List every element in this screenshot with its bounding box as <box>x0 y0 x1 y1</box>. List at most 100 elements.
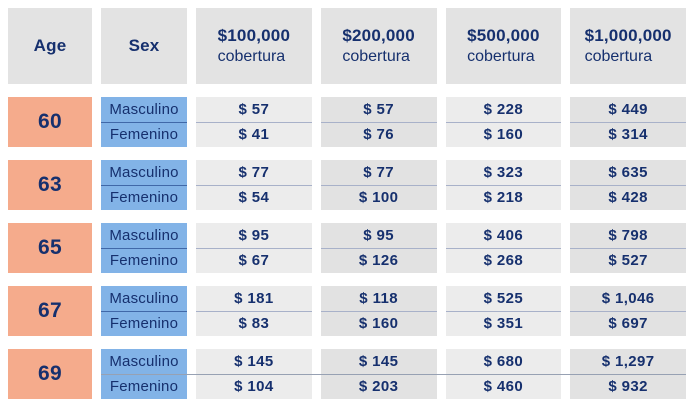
rate-cell-65-200k: $ 95 $ 126 <box>320 223 437 274</box>
rate-cell-60-1m: $ 449 $ 314 <box>570 97 686 147</box>
rate-female: $ 218 <box>445 184 562 211</box>
coverage-200k-header: $200,000 cobertura <box>320 8 437 84</box>
sex-cell: Masculino Femenino <box>101 160 187 210</box>
coverage-label: cobertura <box>467 47 535 65</box>
age-column-header: Age <box>8 8 92 84</box>
rate-male: $ 77 <box>363 163 395 181</box>
sex-female-label: Femenino <box>101 184 187 211</box>
age-cell-67: 67 <box>8 286 92 336</box>
rate-cell-65-1m: $ 798 $ 527 <box>570 223 686 273</box>
rate-cell-60-100k: $ 57 $ 41 <box>196 97 312 147</box>
sex-cell: Masculino Femenino <box>101 97 187 147</box>
rate-male: $ 57 <box>363 100 395 118</box>
sex-cell: Masculino Femenino <box>101 286 187 336</box>
rate-cell-65-500k: $ 406 $ 268 <box>445 223 562 274</box>
sex-female-label: Femenino <box>101 310 187 337</box>
rate-male: $ 145 <box>358 352 399 370</box>
rate-female: $ 697 <box>570 310 686 337</box>
age-cell-69: 69 <box>8 349 92 399</box>
coverage-amount: $500,000 <box>467 26 540 46</box>
rate-female: $ 460 <box>445 373 562 400</box>
sex-cell: Masculino Femenino <box>101 349 187 399</box>
rate-cell-69-500k: $ 680 $ 460 <box>445 349 562 400</box>
sex-male-label: Masculino <box>109 226 179 244</box>
rate-cell-67-200k: $ 118 $ 160 <box>320 286 437 337</box>
coverage-amount: $100,000 <box>217 26 291 46</box>
sex-male-label: Masculino <box>109 352 179 370</box>
rate-male: $ 95 <box>238 226 270 244</box>
rate-male: $ 323 <box>483 163 524 181</box>
rate-male: $ 77 <box>238 163 270 181</box>
rate-female: $ 160 <box>320 310 437 337</box>
rate-female: $ 76 <box>320 121 437 148</box>
rate-male: $ 118 <box>359 289 398 307</box>
rate-male: $ 1,046 <box>601 289 655 307</box>
rate-male: $ 680 <box>483 352 524 370</box>
rate-male: $ 798 <box>608 226 648 244</box>
rate-female: $ 527 <box>570 247 686 274</box>
age-cell-65: 65 <box>8 223 92 273</box>
rates-grid: Age Sex $100,000 cobertura $200,000 cobe… <box>8 8 686 400</box>
rate-male: $ 1,297 <box>601 352 655 370</box>
rate-cell-63-100k: $ 77 $ 54 <box>196 160 312 210</box>
rate-cell-60-500k: $ 228 $ 160 <box>445 97 562 148</box>
rate-male: $ 635 <box>608 163 648 181</box>
rate-male: $ 145 <box>234 352 274 370</box>
rate-male: $ 406 <box>483 226 524 244</box>
coverage-amount: $200,000 <box>342 26 415 46</box>
rate-female: $ 351 <box>445 310 562 337</box>
rate-cell-69-200k: $ 145 $ 203 <box>320 349 437 400</box>
sex-female-label: Femenino <box>101 247 187 274</box>
rate-female: $ 428 <box>570 184 686 211</box>
age-cell-60: 60 <box>8 97 92 147</box>
rate-female: $ 67 <box>196 247 312 274</box>
rate-cell-67-100k: $ 181 $ 83 <box>196 286 312 336</box>
coverage-label: cobertura <box>342 47 410 65</box>
rate-female: $ 160 <box>445 121 562 148</box>
coverage-label: cobertura <box>584 47 653 65</box>
rate-female: $ 41 <box>196 121 312 148</box>
rate-female: $ 268 <box>445 247 562 274</box>
rate-male: $ 95 <box>363 226 395 244</box>
rate-cell-60-200k: $ 57 $ 76 <box>320 97 437 148</box>
sex-column-header: Sex <box>101 8 187 84</box>
coverage-amount: $1,000,000 <box>584 26 672 46</box>
coverage-header-text: $500,000 cobertura <box>467 25 540 66</box>
sex-cell: Masculino Femenino <box>101 223 187 273</box>
rate-cell-63-1m: $ 635 $ 428 <box>570 160 686 210</box>
sex-male-label: Masculino <box>109 163 179 181</box>
coverage-header-text: $1,000,000 cobertura <box>585 25 672 66</box>
sex-female-label: Femenino <box>101 373 187 400</box>
rate-cell-67-1m: $ 1,046 $ 697 <box>570 286 686 336</box>
rate-female: $ 54 <box>196 184 312 211</box>
rate-female: $ 126 <box>320 247 437 274</box>
age-cell-63: 63 <box>8 160 92 210</box>
rate-female: $ 203 <box>320 373 437 400</box>
rate-female: $ 104 <box>196 373 312 400</box>
coverage-500k-header: $500,000 cobertura <box>445 8 562 84</box>
rate-female: $ 932 <box>570 373 686 400</box>
rate-male: $ 181 <box>234 289 274 307</box>
sex-header-label: Sex <box>128 36 160 55</box>
rate-female: $ 314 <box>570 121 686 148</box>
rate-male: $ 228 <box>483 100 524 118</box>
rate-cell-69-1m: $ 1,297 $ 932 <box>570 349 686 399</box>
rate-female: $ 83 <box>196 310 312 337</box>
rate-male: $ 57 <box>238 100 270 118</box>
rate-cell-67-500k: $ 525 $ 351 <box>445 286 562 337</box>
rate-cell-63-500k: $ 323 $ 218 <box>445 160 562 211</box>
coverage-header-text: $100,000 cobertura <box>218 25 291 66</box>
coverage-header-text: $200,000 cobertura <box>342 25 415 66</box>
sex-male-label: Masculino <box>109 100 179 118</box>
rate-male: $ 525 <box>483 289 524 307</box>
age-header-label: Age <box>33 36 67 55</box>
coverage-1m-header: $1,000,000 cobertura <box>570 8 686 84</box>
rate-cell-65-100k: $ 95 $ 67 <box>196 223 312 273</box>
sex-male-label: Masculino <box>109 289 179 307</box>
rate-male: $ 449 <box>608 100 648 118</box>
sex-female-label: Femenino <box>101 121 187 148</box>
rate-female: $ 100 <box>320 184 437 211</box>
coverage-100k-header: $100,000 cobertura <box>196 8 312 84</box>
rate-cell-69-100k: $ 145 $ 104 <box>196 349 312 399</box>
